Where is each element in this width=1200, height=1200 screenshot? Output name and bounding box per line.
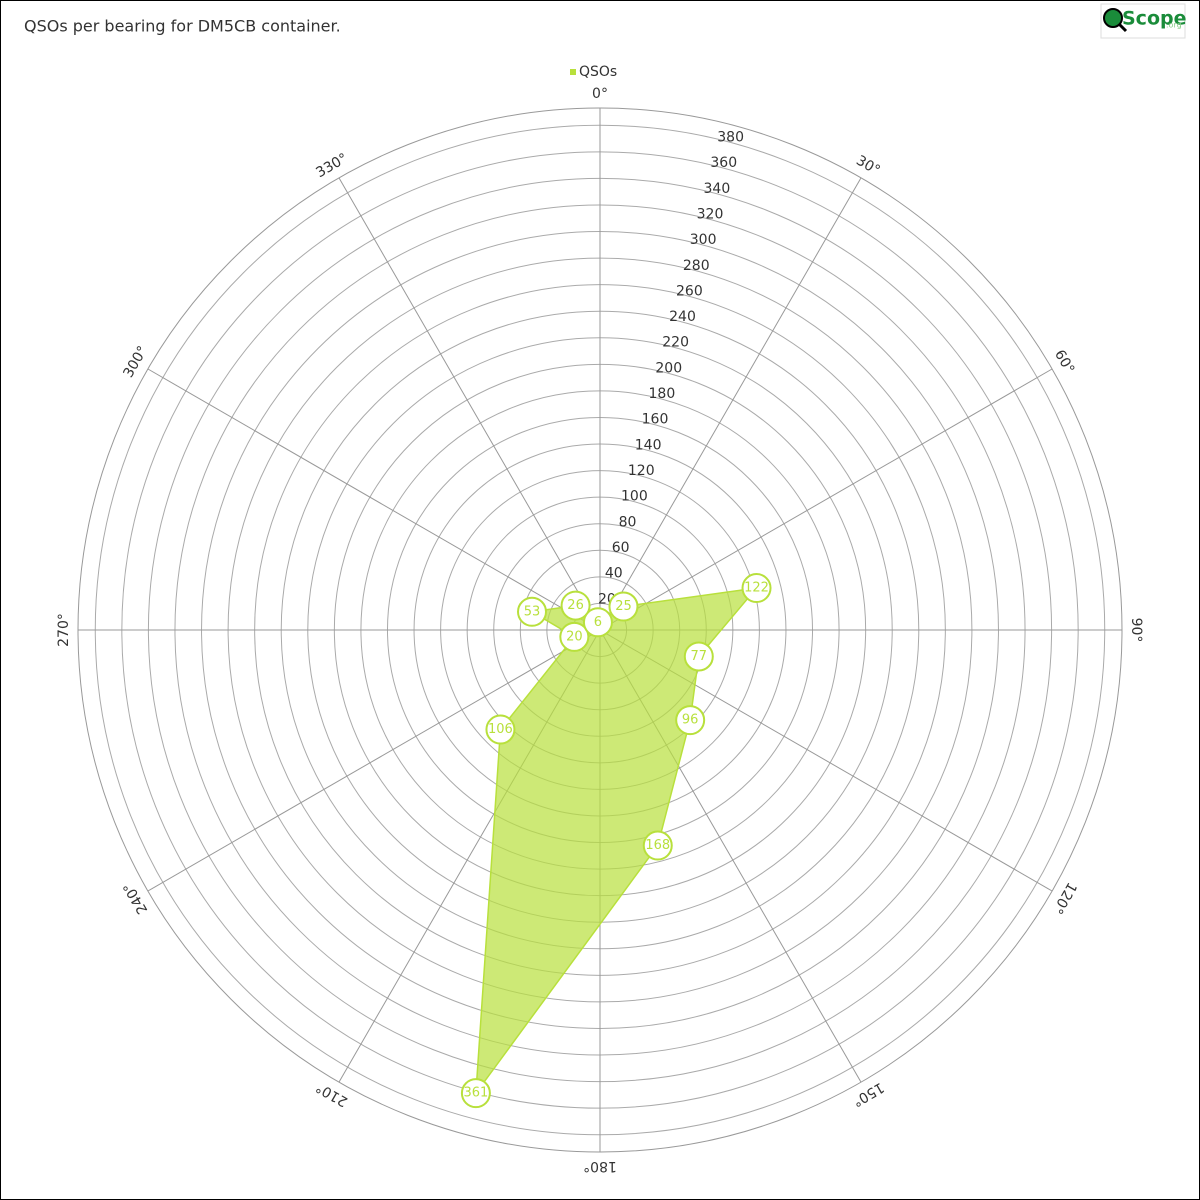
point — [608, 591, 639, 622]
point — [460, 1078, 491, 1109]
radial-tick-label: 100 — [621, 489, 648, 505]
radial-tick-label: 300 — [690, 232, 717, 248]
data-label: 168 — [645, 838, 670, 853]
spoke — [147, 629, 601, 892]
data-label: 106 — [488, 722, 513, 737]
radial-tick-label: 340 — [704, 181, 731, 197]
data-label: 96 — [682, 713, 699, 728]
radial-tick-label: 160 — [642, 412, 669, 428]
radial-tick-label: 280 — [683, 258, 710, 274]
radial-tick-label: 60 — [612, 540, 630, 556]
point — [741, 573, 772, 604]
radial-tick-label: 220 — [662, 335, 689, 351]
radial-tick-label: 380 — [717, 129, 744, 145]
radial-tick-label: 180 — [649, 386, 676, 402]
data-label: 122 — [744, 581, 769, 596]
data-label: 77 — [691, 649, 708, 664]
angle-label: 0° — [592, 86, 608, 102]
logo-icon — [1103, 8, 1123, 28]
logo: Scope .org — [1100, 3, 1187, 39]
chart-title: QSOs per bearing for DM5CB container. — [24, 17, 341, 36]
logo-text: Scope — [1122, 8, 1187, 30]
angle-label: 180° — [583, 1158, 617, 1174]
radial-tick-label: 140 — [635, 437, 662, 453]
point — [560, 590, 591, 621]
point — [485, 714, 516, 745]
angle-label: 90° — [1128, 618, 1144, 643]
data-label: 26 — [567, 598, 584, 613]
data-label: 6 — [594, 615, 602, 630]
data-label: 25 — [615, 599, 632, 614]
logo-suffix: .org — [1166, 21, 1182, 30]
angle-label: 270° — [56, 613, 72, 647]
radial-tick-label: 200 — [655, 360, 682, 376]
point — [559, 621, 590, 652]
spoke — [147, 368, 601, 631]
radial-tick-label: 360 — [710, 155, 737, 171]
point — [642, 830, 673, 861]
point — [517, 596, 548, 627]
data-label: 361 — [463, 1086, 488, 1101]
logo-icon-handle — [1117, 22, 1128, 33]
point — [582, 607, 613, 638]
legend-swatch — [570, 69, 576, 75]
radial-tick-label: 40 — [605, 566, 623, 582]
radial-tick-label: 260 — [676, 283, 703, 299]
radial-tick-label: 80 — [619, 514, 637, 530]
spoke — [599, 368, 1053, 631]
radial-tick-label: 320 — [697, 206, 724, 222]
spoke — [599, 177, 862, 631]
spoke — [338, 177, 601, 631]
data-label: 20 — [566, 629, 583, 644]
point — [683, 641, 714, 672]
data-label: 53 — [524, 604, 541, 619]
legend-label: QSOs — [579, 64, 617, 80]
radial-tick-label: 120 — [628, 463, 655, 479]
point — [675, 705, 706, 736]
radial-tick-label: 240 — [669, 309, 696, 325]
